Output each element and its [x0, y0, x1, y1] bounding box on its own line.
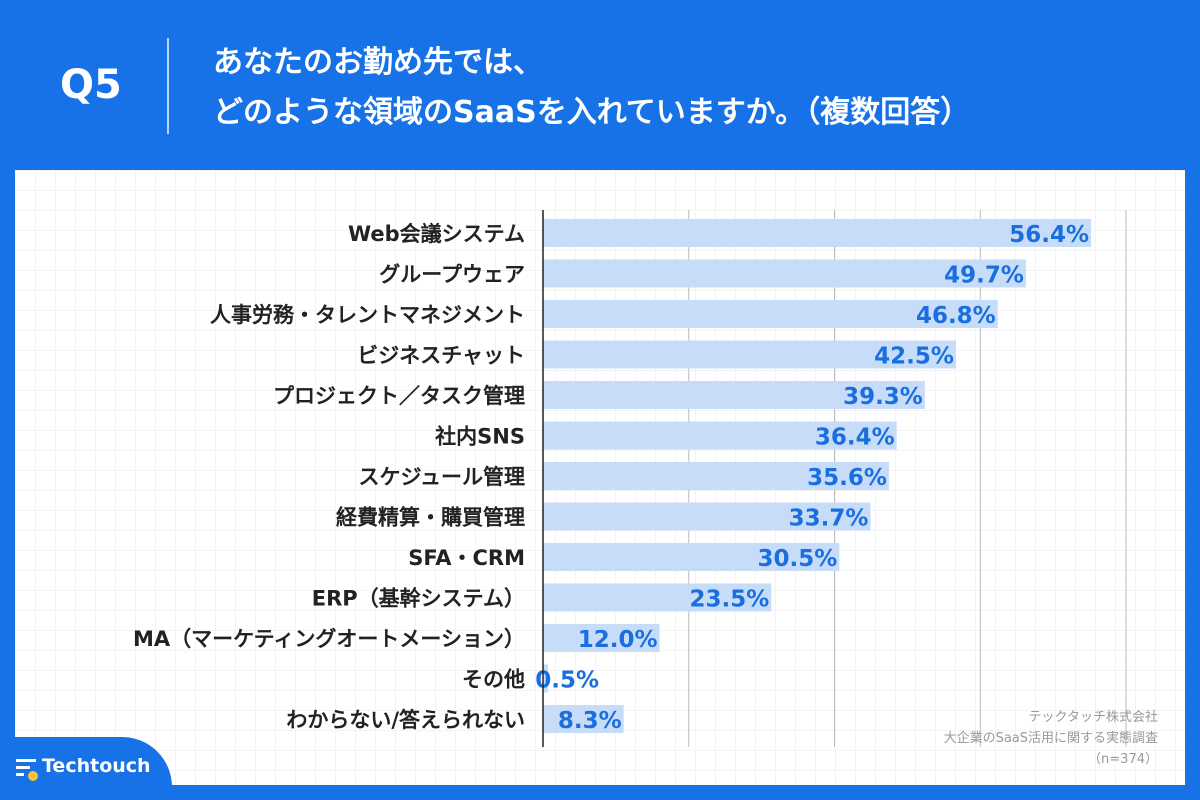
header: Q5 あなたのお勤め先では、 どのような領域のSaaSを入れていますか。（複数回… [0, 0, 1200, 170]
value-label: 30.5% [758, 546, 838, 572]
divider [167, 38, 169, 134]
source-note: テックタッチ株式会社 大企業のSaaS活用に関する実態調査 （n=374） [944, 707, 1158, 770]
value-label: 56.4% [1009, 222, 1089, 248]
bar [543, 259, 1026, 288]
bar [543, 705, 624, 733]
category-label: スケジュール管理 [358, 465, 525, 489]
category-label: 経費精算・購買管理 [336, 506, 525, 530]
logo-text: Techtouch [42, 755, 151, 777]
value-label: 33.7% [789, 506, 869, 532]
title-line-1: あなたのお勤め先では、 [213, 45, 543, 80]
techtouch-logo: Techtouch [0, 737, 172, 800]
title-line-2: どのような領域のSaaSを入れていますか。（複数回答） [213, 95, 971, 130]
sample-size: （n=374） [1088, 752, 1158, 767]
value-label: 35.6% [807, 465, 887, 491]
category-label: SFA・CRM [408, 546, 525, 570]
question-number: Q5 [60, 62, 122, 108]
bar [543, 381, 925, 409]
category-label: グループウェア [379, 263, 525, 287]
category-label: 人事労務・タレントマネジメント [210, 303, 525, 327]
value-label: 46.8% [916, 303, 996, 329]
category-label: その他 [462, 668, 525, 692]
bar [543, 624, 660, 652]
bar [543, 421, 897, 450]
bar [543, 664, 548, 693]
value-label: 12.0% [578, 627, 658, 653]
source-survey: 大企業のSaaS活用に関する実態調査 [943, 731, 1158, 746]
bar [543, 340, 956, 369]
value-label: 23.5% [690, 587, 770, 613]
category-label: ビジネスチャット [357, 344, 525, 368]
bar [543, 583, 772, 612]
category-label: Web会議システム [348, 222, 525, 246]
bar [543, 219, 1092, 247]
bar [543, 543, 840, 571]
category-label: 社内SNS [434, 425, 525, 449]
category-label: プロジェクト／タスク管理 [273, 384, 525, 408]
bar [543, 502, 871, 531]
source-company: テックタッチ株式会社 [1028, 710, 1158, 725]
value-label: 8.3% [558, 708, 622, 734]
category-label: MA（マーケティングオートメーション） [133, 627, 525, 651]
category-label: ERP（基幹システム） [312, 587, 525, 611]
value-label: 0.5% [535, 668, 599, 694]
category-label: わからない/答えられない [286, 708, 525, 732]
page-title: あなたのお勤め先では、 どのような領域のSaaSを入れていますか。（複数回答） [213, 38, 970, 138]
bar [543, 300, 998, 328]
value-label: 49.7% [944, 263, 1024, 289]
value-label: 42.5% [874, 344, 954, 370]
value-label: 36.4% [815, 425, 895, 451]
bar [543, 462, 889, 490]
logo-icon [16, 759, 38, 781]
value-label: 39.3% [843, 384, 923, 410]
